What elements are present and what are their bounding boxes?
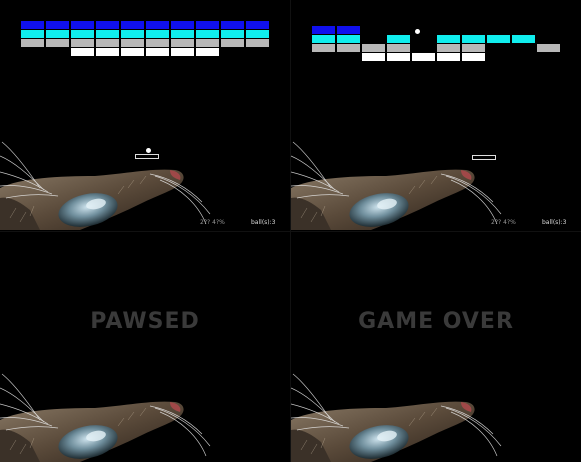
brick-cyan (511, 34, 536, 44)
brick-white (120, 47, 145, 57)
brick-white (195, 47, 220, 57)
brick-gray (220, 38, 245, 48)
ball (415, 29, 420, 34)
paddle[interactable] (472, 155, 496, 160)
brick-white (145, 47, 170, 57)
brick-white (436, 52, 461, 62)
brick-white (386, 52, 411, 62)
panel-divider (0, 231, 581, 232)
game-panel-playing[interactable]: 2?? 4?% ball(s):3 (0, 0, 290, 230)
brick-gray (536, 43, 561, 53)
game-over-message: GAME OVER (358, 309, 514, 334)
brick-white (461, 52, 486, 62)
cat-background-image (0, 350, 290, 462)
brick-gray (311, 43, 336, 53)
score-readout: 2?? 4?% (200, 219, 225, 226)
paddle[interactable] (135, 154, 159, 159)
brick-white (170, 47, 195, 57)
paused-message: PAWSED (90, 309, 200, 334)
game-panel-ball-lost[interactable]: 2?? 4?% ball(s):3 (291, 0, 581, 230)
score-readout: 2?? 4?% (491, 219, 516, 226)
brick-gray (20, 38, 45, 48)
brick-gray (245, 38, 270, 48)
cat-background-image (291, 350, 581, 462)
ball (146, 148, 151, 153)
cat-background-image (291, 118, 581, 230)
game-panel-game-over[interactable]: GAME OVER (291, 232, 581, 462)
brick-white (411, 52, 436, 62)
brick-white (70, 47, 95, 57)
cat-background-image (0, 118, 290, 230)
balls-remaining-label: ball(s):3 (251, 219, 276, 226)
brick-white (361, 52, 386, 62)
brick-gray (336, 43, 361, 53)
balls-remaining-label: ball(s):3 (542, 219, 567, 226)
game-panel-paused[interactable]: PAWSED (0, 232, 290, 462)
brick-white (95, 47, 120, 57)
brick-gray (45, 38, 70, 48)
brick-cyan (486, 34, 511, 44)
